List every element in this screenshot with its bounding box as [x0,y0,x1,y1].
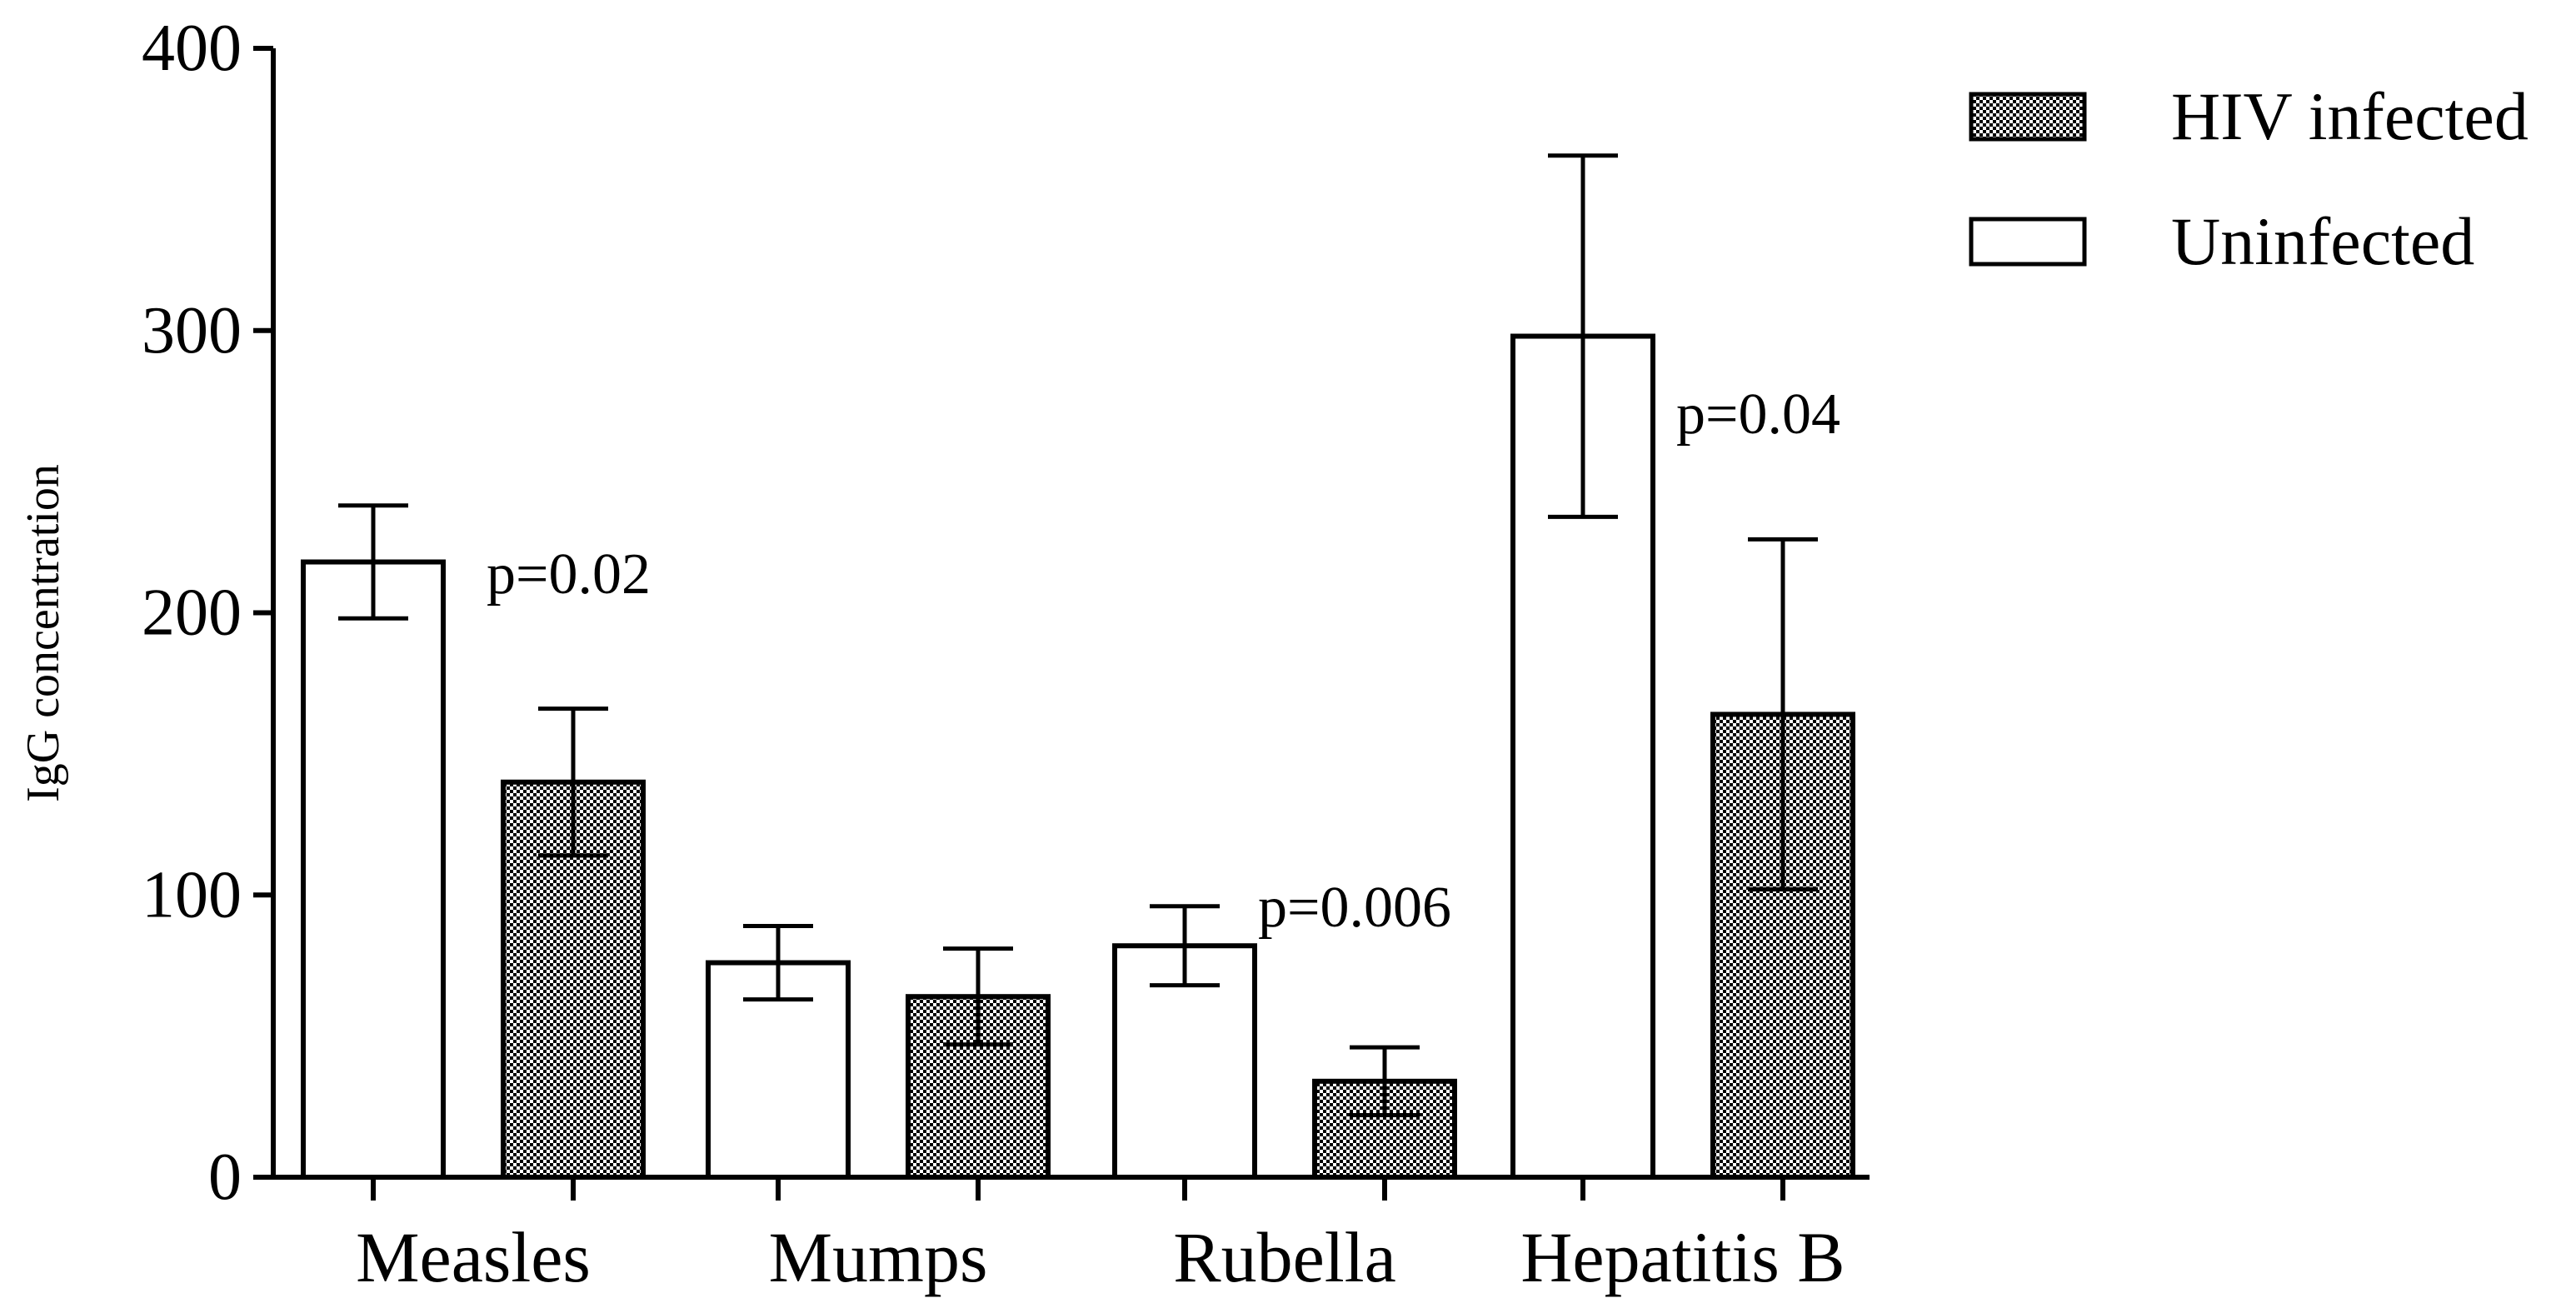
p-value-annotation: p=0.04 [1676,382,1840,447]
category-label: Hepatitis B [1520,1217,1845,1297]
y-tick-label: 0 [208,1141,242,1214]
plot-area: 0 100 200 300 400 Measles Mumps Rubella Hepatiti… [142,12,1870,1297]
y-tick-label: 200 [142,577,242,650]
bar-uninfected [301,559,446,1180]
p-value-annotation: p=0.02 [487,542,651,607]
legend-swatch [1969,92,2087,142]
legend-label: HIV infected [2171,78,2529,154]
category-label: Rubella [1173,1217,1396,1297]
legend: HIV infected Uninfected [1969,78,2529,279]
category-label: Measles [356,1217,591,1297]
legend-swatch [1969,217,2087,267]
y-tick-label: 400 [142,12,242,85]
y-axis-label-group: IgG concentration [17,464,69,802]
legend-label: Uninfected [2171,203,2474,279]
y-axis-label: IgG concentration [17,464,69,802]
y-tick-label: 100 [142,858,242,931]
category-label: Mumps [769,1217,988,1297]
p-value-annotation: p=0.006 [1258,876,1451,940]
y-tick-label: 300 [142,294,242,367]
